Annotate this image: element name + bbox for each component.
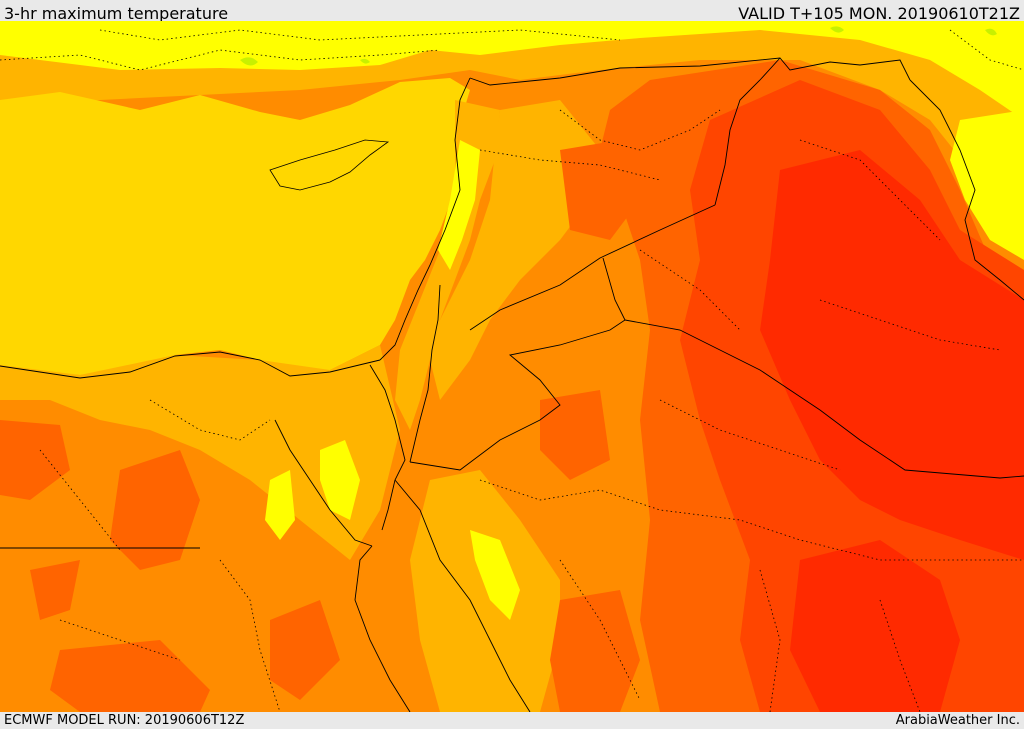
- mid-dark-patch-1: [560, 140, 640, 240]
- valid-time: VALID T+105 MON. 20190610T21Z: [738, 4, 1020, 21]
- jordan-light-band: [430, 100, 600, 400]
- egypt-light-area: [0, 345, 400, 560]
- map-footer: ECMWF MODEL RUN: 20190606T12Z ArabiaWeat…: [0, 712, 1024, 729]
- north-yellow-band: [0, 21, 1024, 120]
- egypt-dark-patch-2: [0, 420, 70, 500]
- admin-boundaries: [0, 29, 1024, 712]
- map-canvas: [0, 21, 1024, 712]
- country-borders: [0, 57, 1024, 712]
- credit-text: ArabiaWeather Inc.: [895, 713, 1020, 728]
- gulf-red-core: [790, 540, 960, 712]
- map-header: 3-hr maximum temperature VALID T+105 MON…: [0, 0, 1024, 21]
- arabia-light-band: [410, 470, 560, 712]
- sinai-yellow: [265, 440, 360, 540]
- levant-coast-yellow: [438, 140, 480, 270]
- mid-dark-patch-3: [550, 590, 640, 712]
- egypt-dark-patch-3: [30, 560, 80, 620]
- cyprus-island: [269, 139, 390, 191]
- red-sea-coast-yellow: [470, 530, 520, 620]
- egypt-dark-patch-1: [110, 450, 200, 570]
- temperature-map: [0, 21, 1024, 712]
- egypt-dark-patch-4: [50, 640, 210, 712]
- mid-dark-patch-2: [540, 390, 610, 480]
- north-yellow-patch-east: [950, 110, 1024, 260]
- east-red-core: [760, 150, 1024, 560]
- model-run: ECMWF MODEL RUN: 20190606T12Z: [4, 713, 245, 728]
- map-title: 3-hr maximum temperature: [4, 4, 229, 21]
- egypt-dark-patch-5: [270, 600, 340, 700]
